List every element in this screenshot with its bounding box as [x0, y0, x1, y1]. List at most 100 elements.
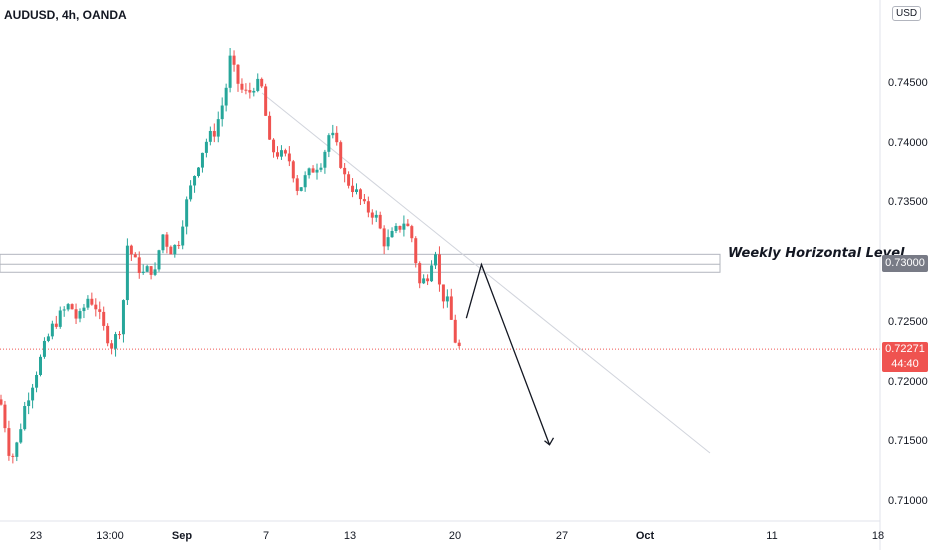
candle-down[interactable]	[165, 234, 169, 247]
candle-up[interactable]	[58, 310, 62, 327]
candle-down[interactable]	[426, 278, 430, 282]
candle-up[interactable]	[62, 309, 66, 311]
candle-up[interactable]	[220, 105, 224, 120]
candle-down[interactable]	[311, 168, 315, 173]
candle-down[interactable]	[248, 90, 252, 93]
candle-down[interactable]	[232, 55, 236, 65]
candle-down[interactable]	[335, 132, 339, 143]
candle-down[interactable]	[398, 225, 402, 230]
candle-down[interactable]	[236, 64, 240, 84]
candle-up[interactable]	[204, 141, 208, 153]
candle-down[interactable]	[0, 399, 3, 405]
candle-up[interactable]	[15, 442, 19, 457]
candle-down[interactable]	[133, 254, 137, 258]
candle-up[interactable]	[185, 199, 189, 227]
candle-down[interactable]	[453, 319, 457, 343]
candle-up[interactable]	[315, 169, 319, 173]
candle-up[interactable]	[390, 230, 394, 238]
candle-up[interactable]	[173, 244, 177, 255]
candle-up[interactable]	[197, 167, 200, 177]
candle-down[interactable]	[11, 455, 15, 457]
candle-down[interactable]	[366, 201, 370, 213]
candle-up[interactable]	[35, 374, 39, 388]
candle-up[interactable]	[145, 266, 149, 272]
candle-down[interactable]	[7, 428, 11, 456]
candle-down[interactable]	[264, 86, 268, 116]
candle-down[interactable]	[291, 161, 295, 179]
candle-down[interactable]	[149, 266, 153, 275]
candle-up[interactable]	[82, 307, 86, 312]
candle-down[interactable]	[276, 152, 279, 157]
candle-down[interactable]	[441, 284, 445, 302]
candle-up[interactable]	[386, 237, 390, 247]
candle-down[interactable]	[339, 142, 343, 168]
candle-up[interactable]	[331, 132, 335, 136]
candle-down[interactable]	[457, 342, 461, 347]
candle-down[interactable]	[54, 323, 58, 327]
candle-up[interactable]	[39, 356, 42, 375]
candle-up[interactable]	[279, 150, 283, 157]
candle-up[interactable]	[422, 278, 426, 284]
candle-up[interactable]	[125, 245, 129, 301]
candle-down[interactable]	[169, 246, 173, 255]
candle-down[interactable]	[106, 325, 110, 344]
candle-down[interactable]	[244, 89, 248, 91]
candle-up[interactable]	[50, 323, 54, 337]
candle-down[interactable]	[268, 115, 272, 140]
currency-button[interactable]: USD	[892, 6, 922, 21]
candle-down[interactable]	[272, 139, 276, 153]
weekly-horizontal-level-box[interactable]	[0, 253, 721, 273]
candle-up[interactable]	[141, 271, 145, 273]
candle-down[interactable]	[70, 304, 74, 310]
candle-up[interactable]	[23, 406, 27, 430]
candle-down[interactable]	[343, 167, 347, 175]
candle-down[interactable]	[382, 228, 386, 247]
candle-down[interactable]	[3, 404, 7, 429]
candle-down[interactable]	[118, 334, 121, 336]
candle-up[interactable]	[374, 214, 378, 218]
candle-up[interactable]	[19, 429, 23, 443]
candle-up[interactable]	[307, 168, 311, 176]
candle-up[interactable]	[31, 387, 35, 401]
candle-up[interactable]	[208, 130, 212, 142]
candle-up[interactable]	[66, 304, 70, 310]
candle-down[interactable]	[414, 238, 418, 264]
candle-up[interactable]	[42, 340, 46, 357]
candle-up[interactable]	[46, 336, 50, 341]
candle-down[interactable]	[287, 153, 291, 162]
candle-up[interactable]	[430, 265, 434, 282]
candle-up[interactable]	[153, 269, 157, 275]
candle-down[interactable]	[94, 304, 98, 310]
candle-down[interactable]	[358, 189, 362, 200]
candle-down[interactable]	[177, 244, 181, 246]
candle-up[interactable]	[445, 296, 449, 302]
candle-down[interactable]	[351, 185, 355, 193]
candle-down[interactable]	[295, 178, 299, 191]
descending-trendline[interactable]	[261, 92, 711, 454]
candle-up[interactable]	[193, 176, 197, 186]
candle-down[interactable]	[212, 130, 216, 137]
candle-up[interactable]	[121, 300, 125, 335]
candle-up[interactable]	[252, 90, 256, 93]
candle-down[interactable]	[102, 311, 106, 326]
candle-up[interactable]	[402, 223, 406, 230]
candle-up[interactable]	[114, 334, 118, 349]
candle-up[interactable]	[78, 311, 82, 319]
candle-up[interactable]	[323, 151, 327, 168]
candle-up[interactable]	[27, 400, 31, 407]
candle-down[interactable]	[370, 212, 374, 218]
candle-down[interactable]	[449, 296, 453, 320]
candle-up[interactable]	[434, 254, 437, 266]
candle-down[interactable]	[137, 257, 141, 273]
candle-up[interactable]	[228, 55, 232, 88]
projection-arrow[interactable]	[465, 262, 551, 446]
candle-up[interactable]	[303, 175, 307, 188]
candle-down[interactable]	[240, 83, 244, 90]
candle-down[interactable]	[74, 309, 78, 319]
candle-up[interactable]	[181, 226, 185, 246]
candle-up[interactable]	[319, 167, 323, 170]
candle-up[interactable]	[224, 87, 228, 106]
candle-down[interactable]	[260, 78, 264, 87]
candle-down[interactable]	[378, 214, 382, 229]
candle-up[interactable]	[86, 298, 90, 308]
